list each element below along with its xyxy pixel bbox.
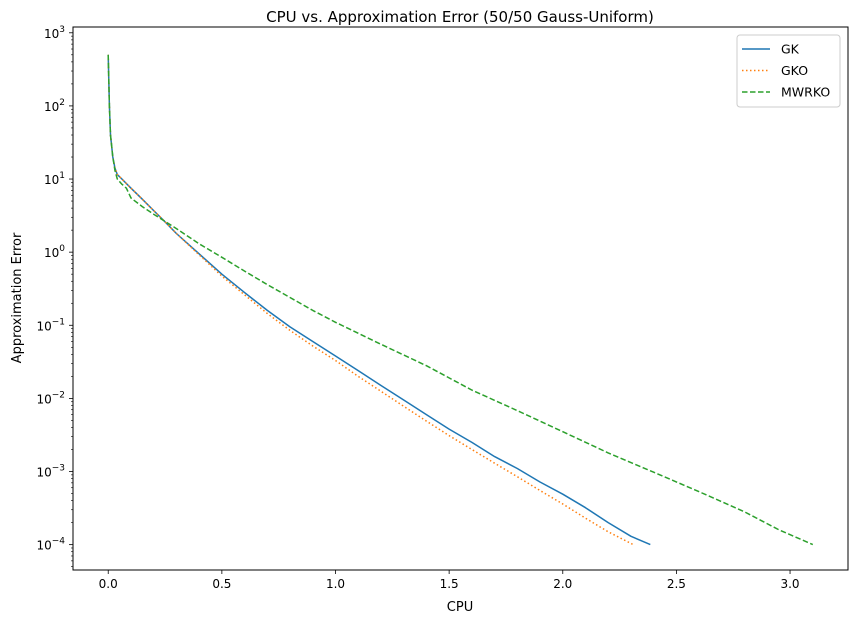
series-line-gk [107, 54, 651, 546]
y-tick-exponent: −2 [52, 390, 65, 400]
plot-marks [107, 54, 814, 546]
legend: GK GKO MWRKO [736, 34, 841, 108]
legend-box [736, 34, 841, 108]
plot-frame [72, 26, 849, 571]
y-tick-exponent: 2 [59, 98, 65, 108]
series-line-gko [107, 54, 634, 546]
y-tick-label: 10−1 [36, 317, 65, 333]
x-tick-label: 3.0 [780, 577, 799, 591]
y-tick-base: 10 [36, 539, 51, 553]
x-axis-label: CPU [447, 600, 473, 615]
x-tick-label: 2.0 [553, 577, 572, 591]
y-tick-label: 102 [44, 98, 65, 114]
x-tick-label: 0.5 [212, 577, 231, 591]
y-tick-base: 10 [36, 466, 51, 480]
y-axis-label: Approximation Error [10, 232, 25, 363]
y-tick-exponent: 1 [59, 171, 65, 181]
x-tick-label: 2.5 [667, 577, 686, 591]
y-tick-label: 10−2 [36, 390, 65, 406]
x-axis: 0.0 0.5 1.0 1.5 2.0 2.5 3.0 [99, 570, 800, 591]
y-tick-label: 103 [44, 25, 65, 41]
y-tick-base: 10 [36, 392, 51, 406]
y-tick-base: 10 [44, 27, 59, 41]
x-tick-label: 1.0 [326, 577, 345, 591]
y-tick-exponent: 0 [59, 244, 65, 254]
legend-label-mwrko: MWRKO [781, 85, 830, 100]
y-tick-base: 10 [44, 173, 59, 187]
chart-title: CPU vs. Approximation Error (50/50 Gauss… [266, 8, 654, 26]
legend-label-gk: GK [781, 42, 800, 57]
y-tick-exponent: −3 [52, 464, 65, 474]
y-tick-base: 10 [44, 246, 59, 260]
legend-label-gko: GKO [781, 63, 808, 78]
x-tick-label: 1.5 [440, 577, 459, 591]
y-tick-label: 10−4 [36, 537, 65, 553]
y-tick-label: 101 [44, 171, 65, 187]
y-tick-label: 10−3 [36, 464, 65, 480]
y-tick-label: 100 [44, 244, 65, 260]
y-tick-exponent: 3 [59, 25, 65, 35]
series-line-mwrko [107, 54, 814, 546]
y-tick-base: 10 [36, 319, 51, 333]
y-tick-exponent: −4 [52, 537, 66, 547]
x-tick-label: 0.0 [99, 577, 118, 591]
y-tick-base: 10 [44, 100, 59, 114]
y-tick-exponent: −1 [52, 317, 65, 327]
